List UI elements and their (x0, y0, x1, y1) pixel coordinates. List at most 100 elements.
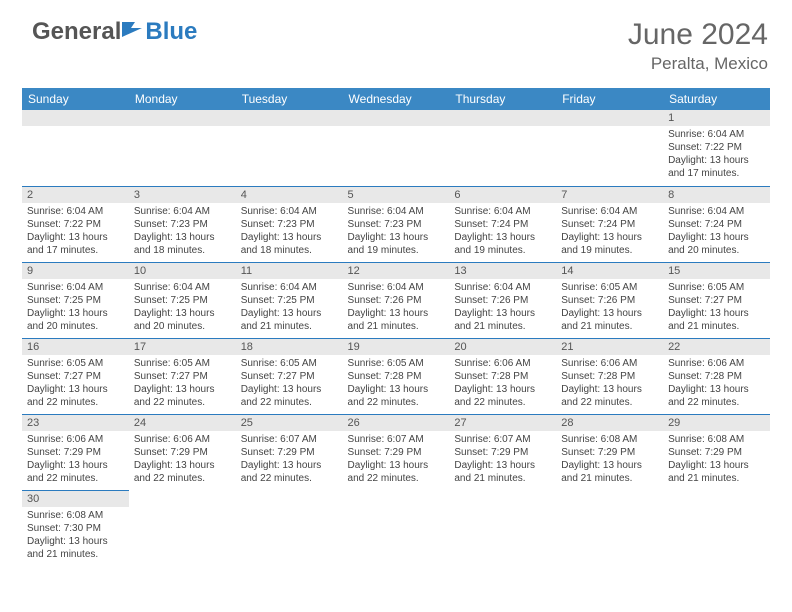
header: General Blue June 2024 Peralta, Mexico (0, 0, 792, 82)
calendar-day-cell (129, 490, 236, 566)
calendar-day-cell: 3Sunrise: 6:04 AMSunset: 7:23 PMDaylight… (129, 186, 236, 262)
day-details: Sunrise: 6:06 AMSunset: 7:29 PMDaylight:… (22, 431, 129, 489)
calendar-day-cell (556, 110, 663, 186)
calendar-day-cell: 7Sunrise: 6:04 AMSunset: 7:24 PMDaylight… (556, 186, 663, 262)
calendar-day-cell: 11Sunrise: 6:04 AMSunset: 7:25 PMDayligh… (236, 262, 343, 338)
day-details: Sunrise: 6:05 AMSunset: 7:27 PMDaylight:… (236, 355, 343, 413)
calendar-day-cell (343, 490, 450, 566)
day-number: 20 (449, 338, 556, 355)
day-number: 18 (236, 338, 343, 355)
calendar-day-cell: 6Sunrise: 6:04 AMSunset: 7:24 PMDaylight… (449, 186, 556, 262)
day-details: Sunrise: 6:04 AMSunset: 7:26 PMDaylight:… (449, 279, 556, 337)
day-number: 5 (343, 186, 450, 203)
day-details: Sunrise: 6:07 AMSunset: 7:29 PMDaylight:… (236, 431, 343, 489)
calendar-day-cell: 30Sunrise: 6:08 AMSunset: 7:30 PMDayligh… (22, 490, 129, 566)
day-number-empty (236, 110, 343, 126)
day-details: Sunrise: 6:05 AMSunset: 7:27 PMDaylight:… (663, 279, 770, 337)
calendar-day-cell (663, 490, 770, 566)
day-details: Sunrise: 6:05 AMSunset: 7:28 PMDaylight:… (343, 355, 450, 413)
calendar-body: 1Sunrise: 6:04 AMSunset: 7:22 PMDaylight… (22, 110, 770, 566)
calendar-week-row: 30Sunrise: 6:08 AMSunset: 7:30 PMDayligh… (22, 490, 770, 566)
calendar-week-row: 1Sunrise: 6:04 AMSunset: 7:22 PMDaylight… (22, 110, 770, 186)
day-details: Sunrise: 6:05 AMSunset: 7:27 PMDaylight:… (22, 355, 129, 413)
day-number: 9 (22, 262, 129, 279)
calendar-day-cell: 23Sunrise: 6:06 AMSunset: 7:29 PMDayligh… (22, 414, 129, 490)
calendar-table: SundayMondayTuesdayWednesdayThursdayFrid… (22, 88, 770, 566)
day-number: 22 (663, 338, 770, 355)
day-number-empty (556, 110, 663, 126)
calendar-day-cell: 5Sunrise: 6:04 AMSunset: 7:23 PMDaylight… (343, 186, 450, 262)
calendar-day-cell: 25Sunrise: 6:07 AMSunset: 7:29 PMDayligh… (236, 414, 343, 490)
calendar-day-cell (343, 110, 450, 186)
day-number: 14 (556, 262, 663, 279)
calendar-day-cell: 2Sunrise: 6:04 AMSunset: 7:22 PMDaylight… (22, 186, 129, 262)
calendar-day-cell (236, 110, 343, 186)
day-details: Sunrise: 6:04 AMSunset: 7:23 PMDaylight:… (129, 203, 236, 261)
day-details: Sunrise: 6:04 AMSunset: 7:24 PMDaylight:… (449, 203, 556, 261)
calendar-day-cell (449, 490, 556, 566)
weekday-header: Sunday (22, 88, 129, 110)
day-details: Sunrise: 6:08 AMSunset: 7:30 PMDaylight:… (22, 507, 129, 565)
day-number: 24 (129, 414, 236, 431)
calendar-day-cell: 10Sunrise: 6:04 AMSunset: 7:25 PMDayligh… (129, 262, 236, 338)
calendar-day-cell: 9Sunrise: 6:04 AMSunset: 7:25 PMDaylight… (22, 262, 129, 338)
calendar-day-cell: 15Sunrise: 6:05 AMSunset: 7:27 PMDayligh… (663, 262, 770, 338)
calendar-header-row: SundayMondayTuesdayWednesdayThursdayFrid… (22, 88, 770, 110)
day-details: Sunrise: 6:04 AMSunset: 7:26 PMDaylight:… (343, 279, 450, 337)
calendar-day-cell (236, 490, 343, 566)
weekday-header: Thursday (449, 88, 556, 110)
day-details: Sunrise: 6:06 AMSunset: 7:28 PMDaylight:… (663, 355, 770, 413)
calendar-day-cell: 21Sunrise: 6:06 AMSunset: 7:28 PMDayligh… (556, 338, 663, 414)
day-number: 4 (236, 186, 343, 203)
day-details: Sunrise: 6:04 AMSunset: 7:24 PMDaylight:… (663, 203, 770, 261)
calendar-day-cell: 16Sunrise: 6:05 AMSunset: 7:27 PMDayligh… (22, 338, 129, 414)
calendar-day-cell: 27Sunrise: 6:07 AMSunset: 7:29 PMDayligh… (449, 414, 556, 490)
day-number: 23 (22, 414, 129, 431)
day-number: 29 (663, 414, 770, 431)
day-details: Sunrise: 6:04 AMSunset: 7:22 PMDaylight:… (22, 203, 129, 261)
calendar-week-row: 2Sunrise: 6:04 AMSunset: 7:22 PMDaylight… (22, 186, 770, 262)
day-details: Sunrise: 6:04 AMSunset: 7:25 PMDaylight:… (129, 279, 236, 337)
day-details: Sunrise: 6:06 AMSunset: 7:29 PMDaylight:… (129, 431, 236, 489)
day-details: Sunrise: 6:06 AMSunset: 7:28 PMDaylight:… (449, 355, 556, 413)
day-number: 28 (556, 414, 663, 431)
calendar-day-cell: 4Sunrise: 6:04 AMSunset: 7:23 PMDaylight… (236, 186, 343, 262)
calendar-week-row: 23Sunrise: 6:06 AMSunset: 7:29 PMDayligh… (22, 414, 770, 490)
calendar-day-cell: 26Sunrise: 6:07 AMSunset: 7:29 PMDayligh… (343, 414, 450, 490)
day-number: 25 (236, 414, 343, 431)
calendar-day-cell (449, 110, 556, 186)
day-number: 10 (129, 262, 236, 279)
calendar-day-cell: 12Sunrise: 6:04 AMSunset: 7:26 PMDayligh… (343, 262, 450, 338)
day-number: 30 (22, 490, 129, 507)
calendar-day-cell: 8Sunrise: 6:04 AMSunset: 7:24 PMDaylight… (663, 186, 770, 262)
calendar-day-cell: 24Sunrise: 6:06 AMSunset: 7:29 PMDayligh… (129, 414, 236, 490)
day-details: Sunrise: 6:04 AMSunset: 7:23 PMDaylight:… (236, 203, 343, 261)
logo-text-blue: Blue (145, 18, 197, 46)
day-number: 3 (129, 186, 236, 203)
day-details: Sunrise: 6:06 AMSunset: 7:28 PMDaylight:… (556, 355, 663, 413)
calendar-day-cell: 28Sunrise: 6:08 AMSunset: 7:29 PMDayligh… (556, 414, 663, 490)
weekday-header: Saturday (663, 88, 770, 110)
day-number: 27 (449, 414, 556, 431)
calendar-week-row: 16Sunrise: 6:05 AMSunset: 7:27 PMDayligh… (22, 338, 770, 414)
calendar-day-cell: 17Sunrise: 6:05 AMSunset: 7:27 PMDayligh… (129, 338, 236, 414)
day-number-empty (449, 110, 556, 126)
logo: General Blue (32, 18, 197, 46)
day-number: 6 (449, 186, 556, 203)
calendar-day-cell: 29Sunrise: 6:08 AMSunset: 7:29 PMDayligh… (663, 414, 770, 490)
day-number: 8 (663, 186, 770, 203)
day-number: 12 (343, 262, 450, 279)
logo-flag-icon (121, 20, 143, 38)
day-details: Sunrise: 6:08 AMSunset: 7:29 PMDaylight:… (556, 431, 663, 489)
day-number-empty (343, 110, 450, 126)
title-block: June 2024 Peralta, Mexico (628, 18, 768, 74)
day-number: 16 (22, 338, 129, 355)
day-details: Sunrise: 6:05 AMSunset: 7:26 PMDaylight:… (556, 279, 663, 337)
logo-text-general: General (32, 18, 121, 46)
day-details: Sunrise: 6:04 AMSunset: 7:24 PMDaylight:… (556, 203, 663, 261)
day-details: Sunrise: 6:04 AMSunset: 7:25 PMDaylight:… (236, 279, 343, 337)
weekday-header: Wednesday (343, 88, 450, 110)
page-title: June 2024 (628, 18, 768, 52)
location: Peralta, Mexico (628, 54, 768, 74)
day-number: 15 (663, 262, 770, 279)
